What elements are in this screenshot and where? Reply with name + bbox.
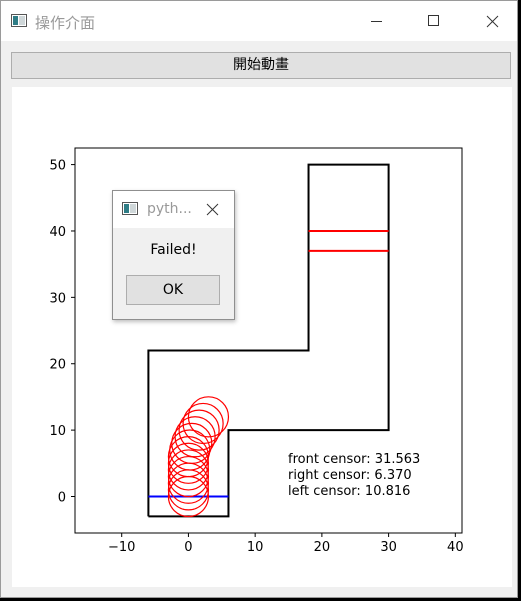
dialog-message: Failed! xyxy=(150,242,197,258)
y-tick-label: 30 xyxy=(49,291,66,306)
front-sensor-text: front censor: 31.563 xyxy=(288,452,420,467)
track-boundary xyxy=(147,163,390,518)
car-position-circle xyxy=(178,409,220,451)
app-icon xyxy=(11,14,27,27)
track-plot: −10 0 10 20 30 40 0 10 20 30 40 50 front censor: 31.… xyxy=(49,147,464,555)
y-tick-label: 0 xyxy=(58,490,66,505)
x-tick-label: 10 xyxy=(247,540,264,555)
window-title: 操作介面 xyxy=(35,14,96,32)
y-tick-label: 50 xyxy=(49,159,66,174)
axes-frame xyxy=(74,147,463,534)
y-tick-label: 40 xyxy=(49,225,66,240)
car-position-circle xyxy=(167,442,210,484)
title-bar[interactable]: 操作介面 xyxy=(1,1,517,41)
car-position-circle xyxy=(187,396,230,438)
plot-canvas: −10 0 10 20 30 40 0 10 20 30 40 50 front censor: 31.… xyxy=(12,87,512,587)
car-position-circle xyxy=(174,416,216,458)
car-position-circle xyxy=(167,449,210,491)
dialog-app-icon xyxy=(122,202,138,215)
y-tick-label: 10 xyxy=(49,424,66,439)
message-dialog: pyth... Failed! OK xyxy=(112,190,235,320)
ok-button[interactable]: OK xyxy=(126,275,220,305)
minimize-button[interactable] xyxy=(353,1,399,41)
close-icon xyxy=(206,203,219,216)
car-position-circle xyxy=(171,422,213,465)
x-tick-label: 0 xyxy=(184,540,192,555)
x-tick-label: −10 xyxy=(108,540,135,555)
right-sensor-text: right censor: 6.370 xyxy=(288,468,412,483)
dialog-title: pyth... xyxy=(147,201,192,217)
car-position-circle xyxy=(182,402,224,445)
left-sensor-text: left censor: 10.816 xyxy=(288,484,410,499)
dialog-close-button[interactable] xyxy=(201,199,225,221)
maximize-button[interactable] xyxy=(411,1,457,41)
y-tick-label: 20 xyxy=(49,358,66,373)
start-animation-button[interactable]: 開始動畫 xyxy=(11,52,511,79)
dialog-title-bar[interactable]: pyth... xyxy=(113,191,234,228)
close-icon xyxy=(486,15,499,28)
close-button[interactable] xyxy=(469,1,515,41)
x-tick-label: 30 xyxy=(380,540,397,555)
x-tick-label: 20 xyxy=(314,540,331,555)
car-position-circle xyxy=(167,455,210,498)
x-tick-label: 40 xyxy=(447,540,464,555)
